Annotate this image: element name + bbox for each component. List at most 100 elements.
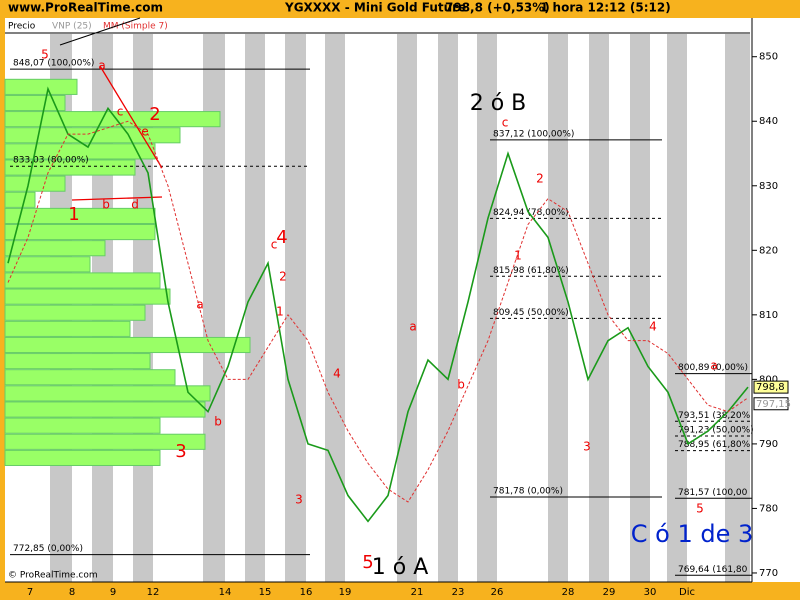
y-tick-label: 800 [759,374,778,385]
volume-bar [4,304,146,321]
y-tick-label: 810 [759,310,778,321]
wave-annotation: 4 [649,320,657,334]
x-tick-label: 16 [300,587,313,598]
x-tick-label: 30 [644,587,657,598]
wave-annotation: 1 [68,204,79,225]
wave-annotation: 4 [333,367,341,381]
wave-annotation: b [457,378,465,392]
fib-label: 837,12 (100,00%) [493,129,574,139]
wave-annotation: 5 [696,502,704,516]
x-tick-label: 15 [259,587,272,598]
price-tag-label: 797,15 [756,399,791,410]
wave-annotation: 5 [41,48,49,62]
y-tick-label: 790 [759,439,778,450]
y-tick-label: 820 [759,245,778,256]
x-tick-label: 28 [562,587,575,598]
volume-bar [4,336,251,354]
axis-area [752,18,800,582]
volume-bar [4,353,151,370]
volume-bar [4,191,36,208]
legend-item: VNP (25) [52,22,92,32]
wave-annotation: 2 [149,104,160,125]
volume-bar [4,159,136,176]
x-tick-label: 9 [110,587,116,598]
last-price: 798,8 (+0,53%) [445,1,550,15]
fib-label: 788,95 (61,80% [678,440,751,450]
fib-label: 824,94 (78,00%) [493,208,569,218]
day-stripe [285,34,306,582]
wave-label: 1 ó A [372,555,429,580]
x-tick-label: 29 [603,587,616,598]
volume-bar [4,385,211,402]
x-tick-label: 7 [27,587,33,598]
wave-annotation: d [131,198,139,212]
wave-annotation: 3 [295,493,303,507]
volume-bar [4,272,161,289]
wave-annotation: a [710,359,717,373]
x-tick-label: 12 [147,587,160,598]
y-tick-label: 770 [759,568,778,579]
day-stripe [630,34,650,582]
copyright: © ProRealTime.com [8,571,98,581]
wave-label: C ó 1 de 3 [631,520,754,548]
day-stripe [667,34,687,582]
x-tick-label: 8 [69,587,75,598]
fib-label: 800,89 (0,00%) [678,363,748,373]
x-tick-label: 23 [452,587,465,598]
day-stripe [245,34,265,582]
wave-annotation: a [409,320,416,334]
wave-annotation: c [502,116,509,130]
wave-annotation: 4 [276,227,287,248]
day-stripe [203,34,225,582]
legend-item: Precio [8,22,36,32]
y-tick-label: 780 [759,503,778,514]
x-tick-label: 19 [339,587,352,598]
fib-label: 833,03 (80,00%) [13,156,89,166]
legend-item: MM (Simple 7) [103,22,168,32]
x-tick-label: 21 [411,587,424,598]
volume-bar [4,417,161,434]
volume-bar [4,94,66,112]
wave-annotation: 2 [536,172,544,186]
volume-bar [4,401,206,418]
day-stripe [325,34,345,582]
volume-bar [4,433,206,450]
wave-annotation: 3 [175,441,186,462]
site: www.ProRealTime.com [8,1,163,15]
day-stripe [438,34,458,582]
price-tag [753,380,789,394]
volume-bar [4,256,91,273]
day-stripe [397,34,417,582]
volume-bar [4,288,171,305]
volume-bar [4,449,161,466]
wave-annotation: a [196,298,203,312]
volume-bar [4,369,176,386]
x-tick-label: 14 [219,587,232,598]
y-tick-label: 850 [759,52,778,63]
trend-line [59,17,141,46]
fib-label: 781,57 (100,00 [678,488,748,498]
volume-bar [4,320,131,337]
price-tag-label: 798,8 [756,382,785,393]
volume-bar [4,127,181,144]
wave-annotation: b [102,198,110,212]
wave-label: 2 ó B [470,91,527,116]
wave-annotation: a [98,59,105,73]
wave-annotation: c [117,105,124,119]
y-tick-label: 840 [759,116,778,127]
fib-label: 791,23 (50,00%) [678,425,754,435]
fib-label: 781,78 (0,00%) [493,486,563,496]
day-stripe [477,34,497,582]
volume-bar [4,175,66,192]
chart-title: YGXXXX - Mini Gold Future [284,1,466,15]
day-stripe [725,34,750,582]
volume-bar [4,143,156,160]
fib-label: 809,45 (50,00%) [493,308,569,318]
volume-bar [4,223,156,241]
trend-line [71,196,163,201]
x-tick-label: Dic [679,587,695,598]
timeframe: 1 hora 12:12 (5:12) [540,1,671,15]
fib-label: 815,98 (61,80%) [493,266,569,276]
x-tick-label: 26 [491,587,504,598]
